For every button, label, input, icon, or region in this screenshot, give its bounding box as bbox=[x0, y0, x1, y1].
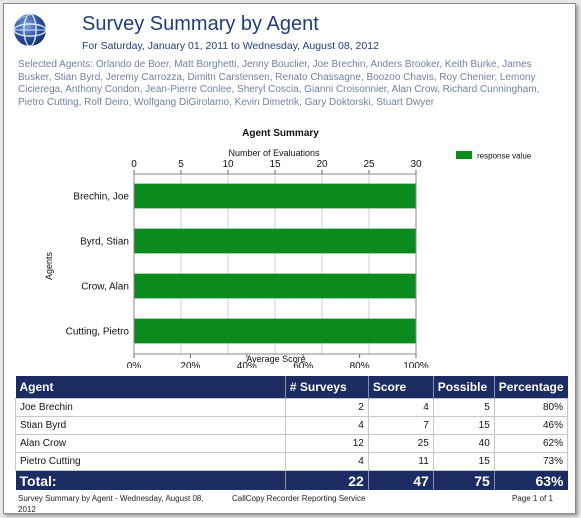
cell-percentage: 73% bbox=[493, 452, 569, 471]
category-label: Byrd, Stian bbox=[80, 237, 129, 248]
table-row: Stian Byrd 4 7 15 46% bbox=[15, 416, 569, 435]
cell-surveys: 2 bbox=[284, 398, 369, 417]
table-header-row: Agent # Surveys Score Possible Percentag… bbox=[15, 376, 568, 399]
cell-possible: 5 bbox=[432, 398, 495, 417]
bottom-tick-label: 80% bbox=[350, 361, 370, 368]
footer-report-line1: Survey Summary by Agent - Wednesday, Aug… bbox=[18, 494, 204, 503]
y-axis-label: Agents bbox=[44, 251, 54, 280]
top-tick-label: 15 bbox=[269, 159, 281, 170]
selected-agents-text: Selected Agents: Orlando de Boer, Matt B… bbox=[18, 59, 540, 108]
total-score: 47 bbox=[367, 470, 434, 490]
bar-byrd-stian bbox=[134, 228, 416, 254]
agent-summary-chart: 0 5 10 15 20 25 30 0% 20% 40% 60% 80% 100% Brechin, … bbox=[44, 148, 532, 368]
total-surveys: 22 bbox=[284, 470, 369, 490]
footer-page-number: Page 1 of 1 bbox=[512, 494, 553, 503]
header-surveys: # Surveys bbox=[284, 376, 369, 399]
bar-brechin-joe bbox=[134, 183, 416, 209]
cell-surveys: 4 bbox=[284, 416, 369, 435]
cell-score: 7 bbox=[367, 416, 434, 435]
report-title: Survey Summary by Agent bbox=[82, 13, 319, 35]
bar-crow-alan bbox=[134, 273, 416, 299]
cell-possible: 15 bbox=[432, 416, 495, 435]
bottom-tick-label: 100% bbox=[403, 361, 429, 368]
cell-possible: 15 bbox=[432, 452, 495, 471]
top-tick-label: 20 bbox=[316, 159, 328, 170]
x-top-axis-label: Number of Evaluations bbox=[228, 148, 320, 158]
table-row: Joe Brechin 2 4 5 80% bbox=[15, 398, 569, 417]
category-label: Cutting, Pietro bbox=[66, 327, 130, 338]
legend-swatch bbox=[456, 151, 472, 159]
bottom-tick-label: 20% bbox=[180, 361, 200, 368]
x-bottom-axis-label: Average Score bbox=[246, 354, 305, 364]
chart-tick-labels: 0 5 10 15 20 25 30 0% 20% 40% 60% 80% 100% bbox=[127, 159, 429, 368]
top-tick-label: 30 bbox=[410, 159, 422, 170]
plot-area-border bbox=[133, 173, 417, 355]
top-tick-label: 0 bbox=[131, 159, 137, 170]
bottom-tick-label: 60% bbox=[293, 361, 313, 368]
cell-agent: Alan Crow bbox=[15, 434, 286, 453]
globe-logo-icon bbox=[13, 13, 47, 47]
chart-bars bbox=[134, 183, 416, 344]
total-label: Total: bbox=[15, 470, 286, 490]
total-possible: 75 bbox=[432, 470, 495, 490]
cell-surveys: 4 bbox=[284, 452, 369, 471]
top-tick-label: 5 bbox=[178, 159, 184, 170]
chart-title: Agent Summary bbox=[242, 128, 319, 139]
footer-report-line2: 2012 bbox=[18, 504, 36, 514]
cell-agent: Stian Byrd bbox=[15, 416, 286, 435]
bottom-tick-label: 0% bbox=[127, 361, 142, 368]
header-percentage: Percentage bbox=[493, 376, 568, 399]
cell-percentage: 62% bbox=[493, 434, 569, 453]
footer-report-info: Survey Summary by Agent - Wednesday, Aug… bbox=[18, 494, 218, 514]
table-row: Pietro Cutting 4 11 15 73% bbox=[15, 452, 569, 471]
total-percentage: 63% bbox=[493, 470, 568, 490]
header-agent: Agent bbox=[15, 376, 286, 399]
agent-summary-table: Agent # Surveys Score Possible Percentag… bbox=[15, 376, 569, 490]
report-date-range: For Saturday, January 01, 2011 to Wednes… bbox=[82, 40, 379, 52]
top-tick-label: 25 bbox=[363, 159, 375, 170]
header-score: Score bbox=[367, 376, 434, 399]
category-label: Brechin, Joe bbox=[73, 192, 129, 203]
cell-possible: 40 bbox=[432, 434, 495, 453]
legend-label: response value bbox=[477, 152, 532, 161]
bar-cutting-pietro bbox=[134, 318, 416, 344]
report-page: Survey Summary by Agent For Saturday, Ja… bbox=[3, 3, 576, 514]
footer-service-name: CallCopy Recorder Reporting Service bbox=[232, 494, 366, 503]
cell-agent: Pietro Cutting bbox=[15, 452, 286, 471]
cell-percentage: 46% bbox=[493, 416, 569, 435]
cell-surveys: 12 bbox=[284, 434, 369, 453]
cell-score: 11 bbox=[367, 452, 434, 471]
cell-percentage: 80% bbox=[493, 398, 569, 417]
header-possible: Possible bbox=[432, 376, 495, 399]
category-label: Crow, Alan bbox=[81, 282, 129, 293]
cell-score: 4 bbox=[367, 398, 434, 417]
cell-score: 25 bbox=[367, 434, 434, 453]
table-total-row: Total: 22 47 75 63% bbox=[15, 470, 568, 490]
table-row: Alan Crow 12 25 40 62% bbox=[15, 434, 569, 453]
chart-category-labels: Brechin, Joe Byrd, Stian Crow, Alan Cutting… bbox=[66, 192, 130, 338]
cell-agent: Joe Brechin bbox=[15, 398, 286, 417]
bottom-tick-label: 40% bbox=[237, 361, 257, 368]
top-tick-label: 10 bbox=[222, 159, 234, 170]
